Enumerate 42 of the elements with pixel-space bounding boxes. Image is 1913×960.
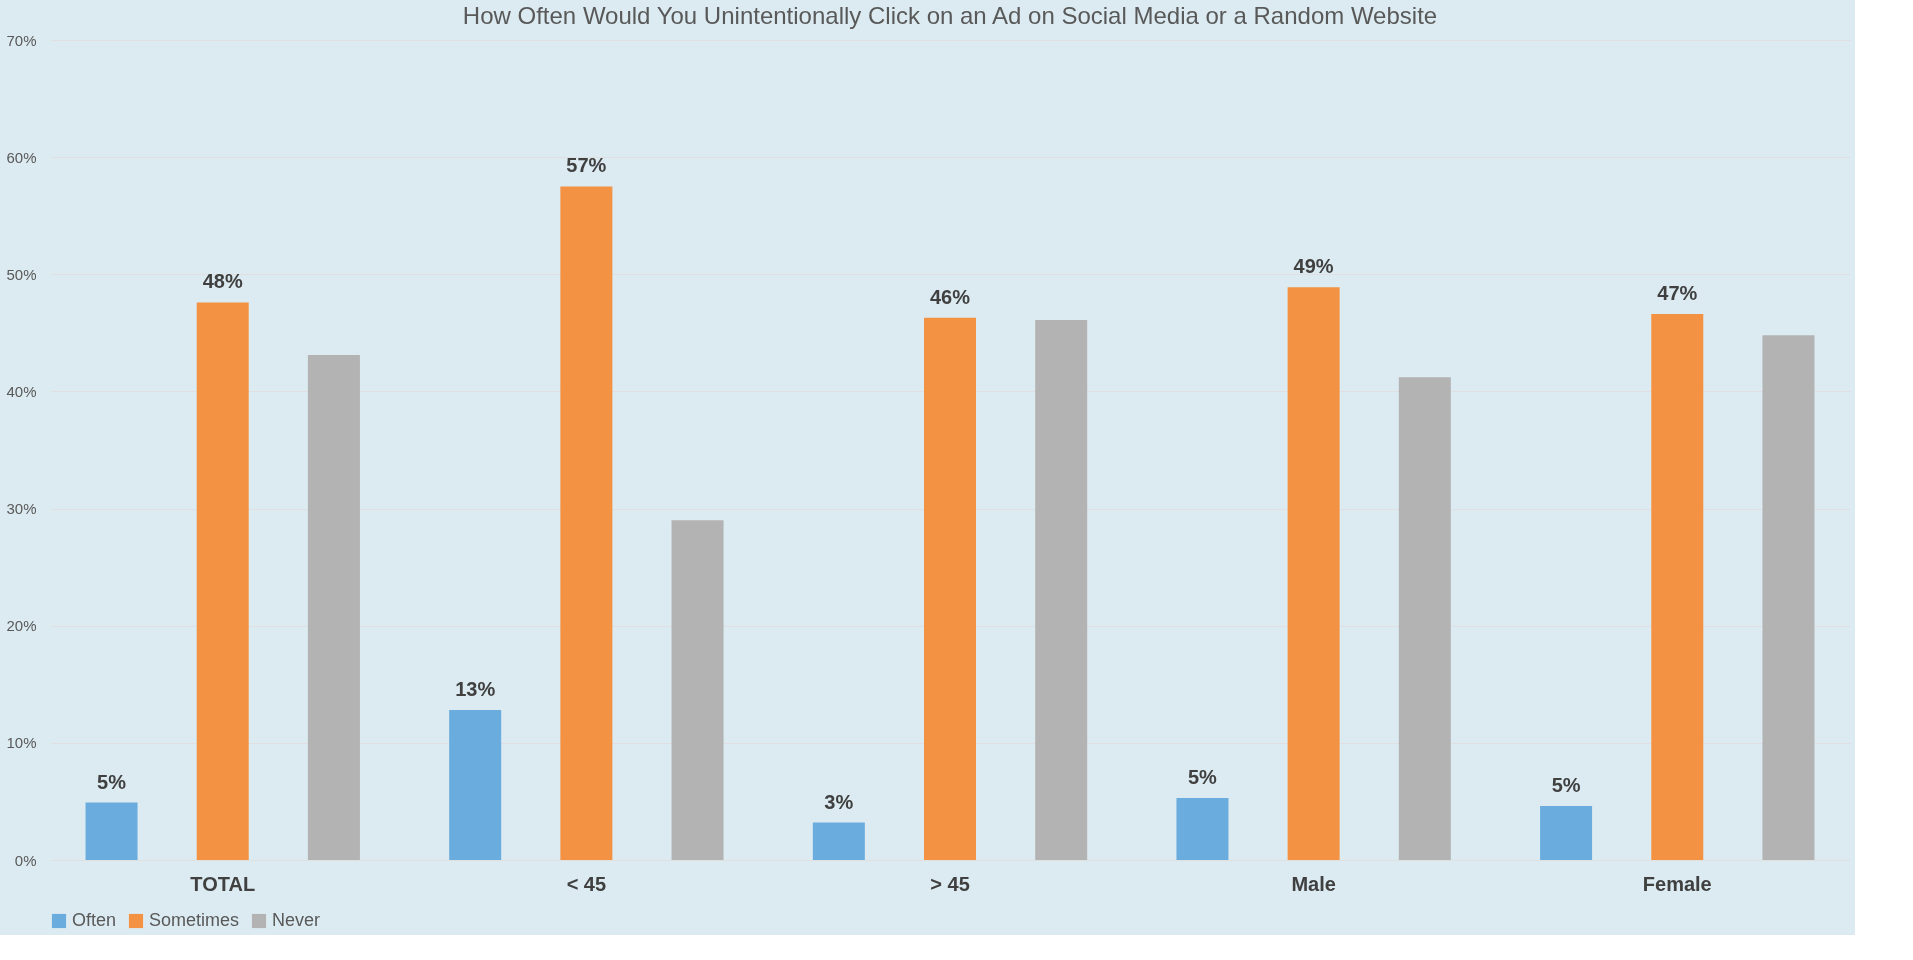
bar [449,710,502,860]
bar [560,186,613,860]
bar [1540,806,1593,860]
data-label: 49% [1293,255,1334,278]
data-label: 57% [566,154,607,177]
bar [1651,314,1704,860]
bar [1762,335,1815,860]
data-label: 48% [202,270,243,293]
y-tick-label: 40% [6,382,37,400]
x-tick-label: < 45 [566,872,607,895]
y-tick-label: 70% [6,31,37,49]
y-tick-label: 30% [6,500,37,518]
legend-label: Often [72,910,117,930]
x-tick-label: TOTAL [190,872,256,895]
x-tick-label: Male [1291,872,1336,895]
legend-label: Sometimes [149,910,240,930]
y-tick-label: 60% [6,148,37,166]
bar [85,802,138,860]
y-tick-label: 10% [6,734,37,752]
data-label: 5% [97,770,127,793]
y-tick-label: 20% [6,617,37,635]
y-tick-label: 50% [6,265,37,283]
bar [671,520,724,860]
bar [196,302,249,860]
bar [307,355,360,860]
x-tick-label: > 45 [930,872,970,895]
data-label: 47% [1657,282,1698,305]
data-label: 13% [455,678,496,701]
legend-label: Never [272,910,321,930]
bar [924,317,976,860]
bar [1287,287,1340,860]
bar [1176,797,1229,860]
data-label: 3% [824,790,854,813]
bar [1398,377,1451,860]
x-tick-label: Female [1642,872,1712,895]
chart-title: How Often Would You Unintentionally Click on an Ad on Social Media or a Random Website [462,2,1438,29]
data-label: 5% [1188,765,1218,788]
data-label: 5% [1551,774,1581,797]
data-label: 46% [929,285,971,308]
bar [1035,319,1088,860]
y-tick-label: 0% [14,851,37,869]
bar [812,822,865,860]
